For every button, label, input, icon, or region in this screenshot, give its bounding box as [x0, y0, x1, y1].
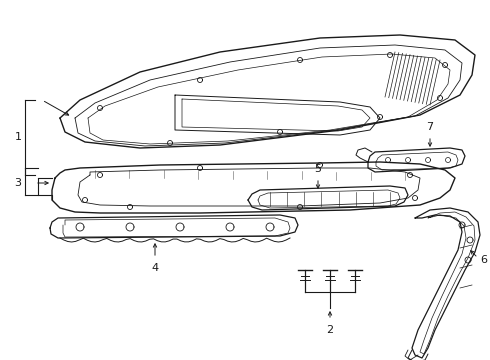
Text: 7: 7 — [426, 122, 434, 132]
Text: 4: 4 — [151, 263, 159, 273]
Text: 1: 1 — [15, 132, 22, 142]
Text: 3: 3 — [15, 178, 22, 188]
Text: 2: 2 — [326, 325, 334, 335]
Text: 6: 6 — [480, 255, 487, 265]
Text: 5: 5 — [315, 164, 321, 174]
